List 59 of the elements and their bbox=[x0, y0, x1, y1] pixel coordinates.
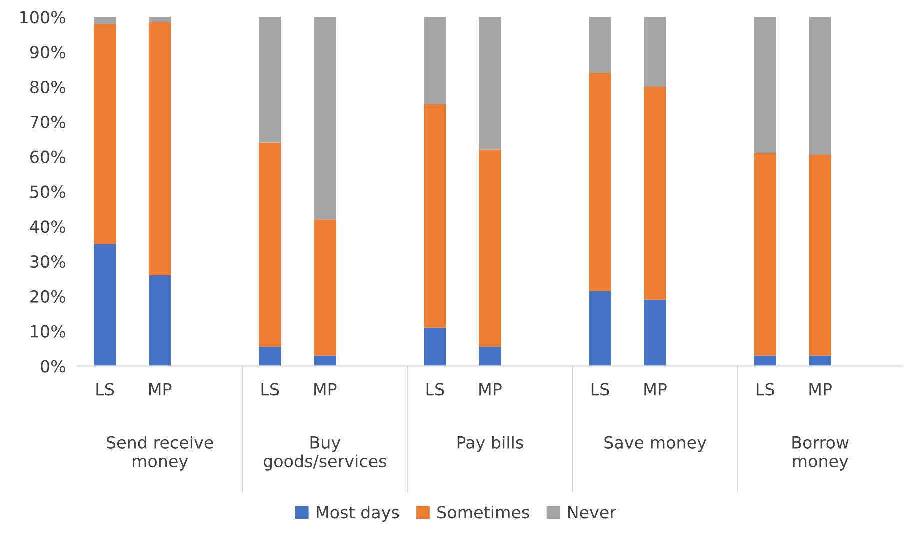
bar bbox=[94, 17, 116, 24]
x-tick-label: MP bbox=[480, 383, 502, 396]
bar bbox=[809, 17, 832, 156]
x-tick-label: LS bbox=[96, 383, 114, 396]
y-tick-label: 50% bbox=[30, 186, 66, 198]
text: Borrow money bbox=[792, 436, 849, 471]
bar bbox=[259, 142, 282, 348]
bar bbox=[424, 17, 446, 104]
x-tick-label: LS bbox=[426, 383, 444, 396]
y-tick-label: 30% bbox=[30, 255, 66, 268]
bar bbox=[479, 17, 502, 150]
y-tick-label: 40% bbox=[30, 220, 66, 234]
x-tick-label: MP bbox=[810, 383, 832, 396]
bar bbox=[314, 356, 336, 366]
bar bbox=[314, 220, 336, 356]
y-tick-label: 20% bbox=[30, 290, 66, 303]
bar bbox=[94, 244, 116, 366]
legend-label: Most days bbox=[317, 506, 400, 522]
bar bbox=[314, 17, 336, 220]
x-tick-label: LS bbox=[262, 383, 280, 396]
bar bbox=[149, 22, 172, 276]
x-tick-label: MP bbox=[314, 383, 337, 396]
bar bbox=[589, 291, 612, 366]
y-tick-label: 100% bbox=[20, 11, 66, 24]
text: Send receive money bbox=[107, 436, 214, 471]
bar bbox=[809, 155, 832, 356]
bar bbox=[644, 300, 666, 366]
bar bbox=[589, 17, 612, 74]
y-tick-label: 60% bbox=[30, 150, 66, 164]
bar bbox=[809, 356, 832, 366]
bar bbox=[424, 328, 446, 366]
bar bbox=[149, 275, 172, 366]
y-tick-label: 80% bbox=[30, 80, 66, 94]
bar bbox=[644, 17, 666, 87]
bar bbox=[589, 73, 612, 292]
text: Buy goods/services bbox=[264, 436, 386, 471]
y-tick-label: 0% bbox=[41, 360, 66, 373]
y-tick-label: 90% bbox=[30, 46, 66, 59]
bar bbox=[424, 104, 446, 328]
y-tick-label: 70% bbox=[30, 116, 66, 128]
bar bbox=[754, 17, 776, 154]
bar bbox=[479, 150, 502, 348]
bar bbox=[259, 17, 282, 143]
bar bbox=[754, 356, 776, 366]
bar bbox=[754, 153, 776, 356]
text: Pay bills bbox=[458, 436, 524, 452]
bar bbox=[94, 24, 116, 244]
x-tick-label: MP bbox=[644, 383, 667, 396]
bar bbox=[149, 17, 172, 22]
text: Save money bbox=[604, 436, 706, 452]
y-tick-label: 10% bbox=[31, 325, 66, 338]
legend-label: Never bbox=[568, 506, 617, 519]
legend-label: Sometimes bbox=[438, 506, 530, 519]
x-tick-label: LS bbox=[592, 383, 610, 396]
bar bbox=[644, 86, 666, 300]
x-tick-label: LS bbox=[757, 383, 774, 396]
x-tick-label: MP bbox=[149, 383, 172, 396]
bar bbox=[259, 347, 282, 366]
bar bbox=[479, 347, 502, 366]
